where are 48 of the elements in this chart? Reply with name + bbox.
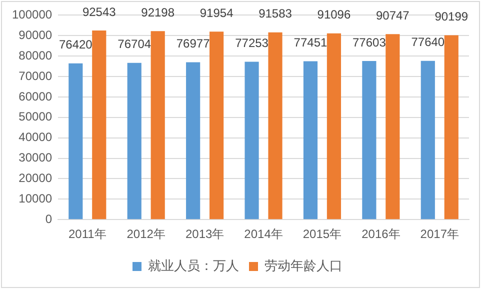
data-label: 90747	[376, 8, 410, 22]
data-label: 92198	[141, 5, 175, 20]
bar	[210, 32, 224, 220]
data-label: 90199	[434, 10, 468, 24]
data-label: 77451	[294, 36, 328, 50]
x-tick-label: 2014年	[244, 227, 283, 242]
y-tick-label: 80000	[18, 48, 52, 62]
data-label: 92543	[82, 4, 116, 19]
bar	[420, 60, 435, 220]
legend-label: 劳动年龄人口	[264, 258, 342, 274]
y-tick-label: 100000	[12, 8, 52, 22]
bar	[303, 61, 318, 220]
data-label: 77603	[352, 35, 386, 50]
bar	[386, 34, 400, 220]
x-tick-label: 2013年	[185, 227, 224, 242]
bar	[150, 31, 165, 220]
data-label: 91096	[317, 8, 351, 22]
y-tick-label: 70000	[18, 68, 52, 83]
data-label: 77640	[411, 35, 445, 50]
y-tick-label: 60000	[18, 89, 52, 104]
legend-label: 就业人员：万人	[148, 258, 239, 274]
y-tick-label: 90000	[18, 28, 52, 42]
data-label: 91583	[258, 6, 292, 21]
data-label: 76704	[118, 37, 152, 52]
bar	[244, 62, 259, 220]
y-tick-label: 30000	[18, 150, 52, 165]
bar	[444, 35, 458, 220]
x-tick-label: 2012年	[126, 227, 166, 242]
bar	[362, 60, 376, 220]
x-tick-label: 2015年	[302, 227, 342, 242]
y-tick-label: 10000	[18, 191, 52, 206]
x-tick-label: 2016年	[362, 227, 400, 242]
y-tick-label: 0	[45, 212, 52, 226]
y-tick-label: 50000	[18, 110, 52, 124]
data-label: 77253	[235, 36, 269, 50]
bar	[92, 30, 106, 220]
bar	[127, 62, 142, 220]
y-tick-label: 20000	[18, 171, 52, 186]
bar	[268, 32, 282, 220]
bar	[326, 33, 342, 220]
data-label: 91954	[200, 6, 234, 20]
x-tick-label: 2011年	[68, 227, 106, 242]
bar	[68, 63, 83, 220]
bar	[186, 62, 200, 220]
x-tick-label: 2017年	[420, 227, 459, 242]
data-label: 76977	[176, 36, 210, 51]
y-tick-label: 40000	[18, 130, 52, 144]
data-label: 76420	[58, 38, 93, 52]
